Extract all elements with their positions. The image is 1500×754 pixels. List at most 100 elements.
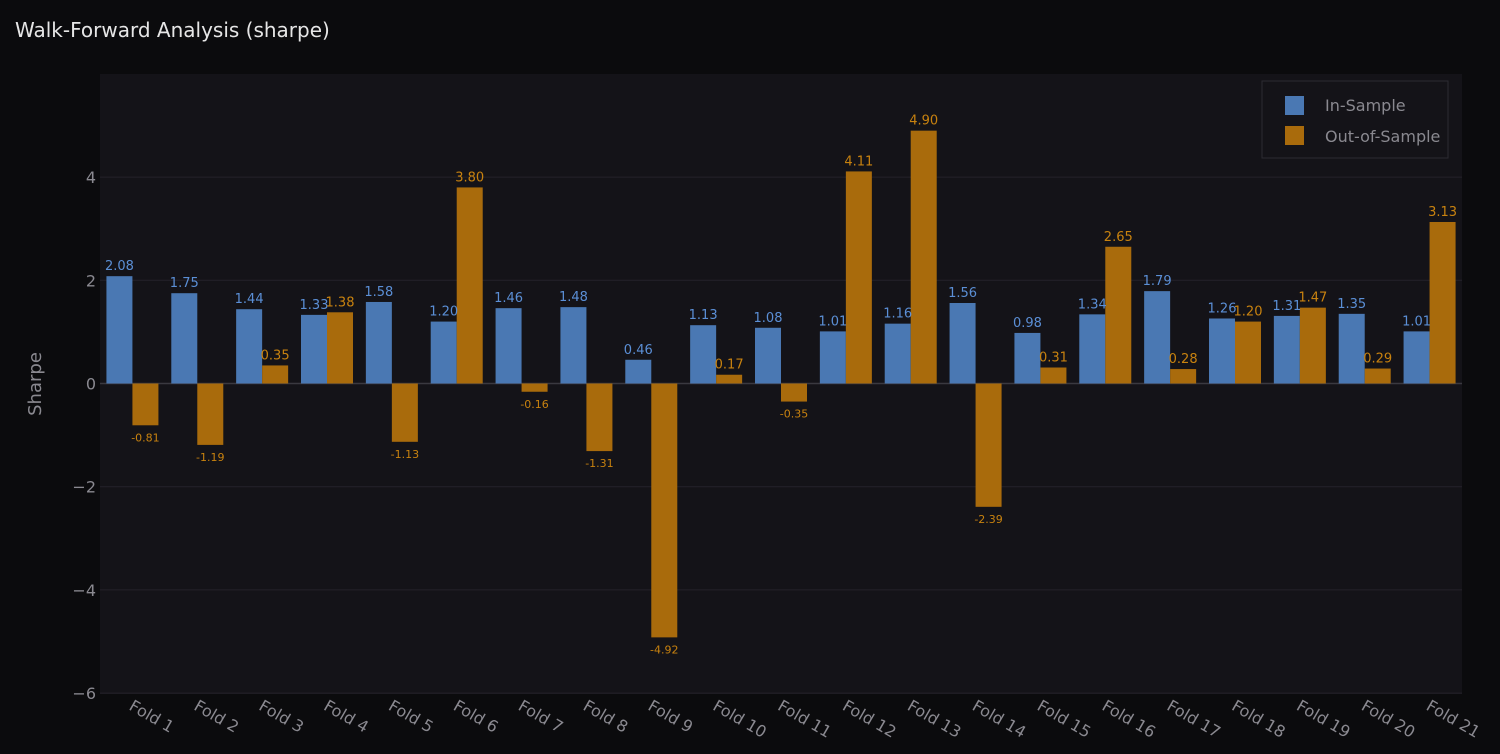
data-label-out-of-sample: 0.17 (715, 358, 744, 373)
data-label-in-sample: 1.20 (429, 305, 458, 320)
bar-in-sample (495, 308, 522, 384)
data-label-in-sample: 1.56 (948, 286, 977, 301)
legend-label-out-of-sample: Out-of-Sample (1325, 127, 1440, 146)
data-label-in-sample: 1.46 (494, 291, 523, 306)
y-tick-label: −2 (72, 478, 96, 497)
data-label-in-sample: 1.13 (689, 308, 718, 323)
bar-out-of-sample (975, 383, 1002, 507)
bar-in-sample (236, 309, 263, 384)
bar-in-sample (171, 293, 198, 384)
data-label-in-sample: 1.79 (1143, 274, 1172, 289)
data-label-out-of-sample: 1.38 (326, 295, 355, 310)
data-label-out-of-sample: 0.28 (1169, 352, 1198, 367)
bar-in-sample (301, 314, 327, 384)
data-label-in-sample: 1.16 (883, 307, 912, 322)
bar-in-sample (560, 307, 587, 384)
legend-box (1261, 80, 1449, 159)
bar-in-sample (690, 325, 717, 384)
bar-out-of-sample (1429, 221, 1456, 384)
data-label-out-of-sample: 2.65 (1104, 230, 1133, 245)
data-labels: 2.08 -0.81 1.75 -1.19 1.44 0.35 1.331.38 1.58 -1… (105, 114, 1457, 657)
data-label-out-of-sample: 4.11 (844, 154, 873, 169)
bar-in-sample (430, 321, 457, 384)
data-label-in-sample: 1.48 (559, 290, 588, 305)
data-label-in-sample: 0.98 (1013, 316, 1042, 331)
data-label-out-of-sample: -0.16 (520, 398, 548, 411)
data-label-out-of-sample: 0.35 (261, 348, 290, 363)
bar-out-of-sample (586, 383, 613, 452)
bar-out-of-sample (1235, 321, 1261, 384)
y-tick-label: 2 (86, 271, 96, 290)
data-label-in-sample: 1.01 (818, 314, 847, 329)
chart-title: Walk-Forward Analysis (sharpe) (15, 18, 330, 42)
data-label-in-sample: 1.44 (235, 292, 264, 307)
y-tick-label: 4 (86, 168, 96, 187)
bar-in-sample (1273, 315, 1300, 384)
bar-out-of-sample (197, 383, 224, 445)
data-label-in-sample: 0.46 (624, 343, 653, 358)
data-label-in-sample: 1.58 (364, 285, 393, 300)
bar-out-of-sample (781, 383, 807, 402)
data-label-in-sample: 1.26 (1208, 301, 1237, 316)
bar-out-of-sample (327, 312, 353, 384)
data-label-in-sample: 1.33 (300, 298, 329, 313)
bar-in-sample (1014, 332, 1041, 384)
bar-in-sample (365, 301, 392, 384)
y-tick-label: −6 (72, 684, 96, 703)
bar-out-of-sample (845, 171, 872, 384)
bars (106, 130, 1456, 638)
data-label-in-sample: 1.08 (754, 311, 783, 326)
bar-out-of-sample (456, 187, 483, 384)
bar-out-of-sample (716, 374, 743, 384)
data-label-in-sample: 2.08 (105, 259, 134, 274)
legend[interactable]: In-Sample Out-of-Sample (1261, 80, 1449, 159)
data-label-out-of-sample: 3.80 (455, 170, 484, 185)
bar-out-of-sample (1105, 246, 1132, 384)
bar-in-sample (1403, 331, 1430, 384)
y-axis-ticks: −6 −4 −2 0 2 4 (72, 168, 96, 703)
bar-out-of-sample (132, 383, 159, 426)
bar-in-sample (1209, 318, 1235, 384)
data-label-out-of-sample: 0.29 (1363, 352, 1392, 367)
bar-out-of-sample (1040, 367, 1067, 384)
data-label-in-sample: 1.75 (170, 276, 199, 291)
data-label-in-sample: 1.31 (1272, 299, 1301, 314)
bar-out-of-sample (651, 383, 678, 638)
bar-in-sample (106, 276, 133, 384)
grid-lines (100, 176, 1462, 694)
bar-in-sample (819, 331, 846, 384)
bar-out-of-sample (1170, 369, 1197, 384)
bar-out-of-sample (521, 383, 548, 392)
data-label-out-of-sample: -1.31 (585, 457, 613, 470)
data-label-out-of-sample: -0.35 (780, 408, 808, 421)
data-label-out-of-sample: -0.81 (131, 431, 159, 444)
legend-swatch-out-of-sample (1285, 126, 1304, 145)
y-tick-label: −4 (72, 581, 96, 600)
bar-out-of-sample (1364, 368, 1391, 384)
bar-in-sample (1079, 314, 1106, 384)
legend-label-in-sample: In-Sample (1325, 96, 1406, 115)
legend-swatch-in-sample (1285, 96, 1304, 115)
bar-out-of-sample (910, 130, 937, 384)
data-label-in-sample: 1.34 (1078, 297, 1107, 312)
y-tick-label: 0 (86, 375, 96, 394)
data-label-out-of-sample: 1.47 (1298, 291, 1327, 306)
data-label-out-of-sample: 3.13 (1428, 205, 1457, 220)
bar-out-of-sample (262, 365, 289, 384)
y-axis-label: Sharpe (25, 352, 46, 416)
data-label-out-of-sample: -1.19 (196, 451, 224, 464)
data-label-in-sample: 1.01 (1402, 314, 1431, 329)
bar-out-of-sample (1299, 307, 1326, 384)
data-label-in-sample: 1.35 (1337, 297, 1366, 312)
data-label-out-of-sample: 1.20 (1234, 305, 1263, 320)
bar-in-sample (949, 303, 976, 384)
data-label-out-of-sample: -2.39 (974, 513, 1002, 526)
bar-in-sample (1144, 291, 1171, 384)
bar-in-sample (1338, 313, 1365, 384)
bar-in-sample (755, 327, 781, 384)
bar-out-of-sample (391, 383, 418, 442)
bar-in-sample (884, 323, 911, 384)
data-label-out-of-sample: -1.13 (391, 448, 419, 461)
